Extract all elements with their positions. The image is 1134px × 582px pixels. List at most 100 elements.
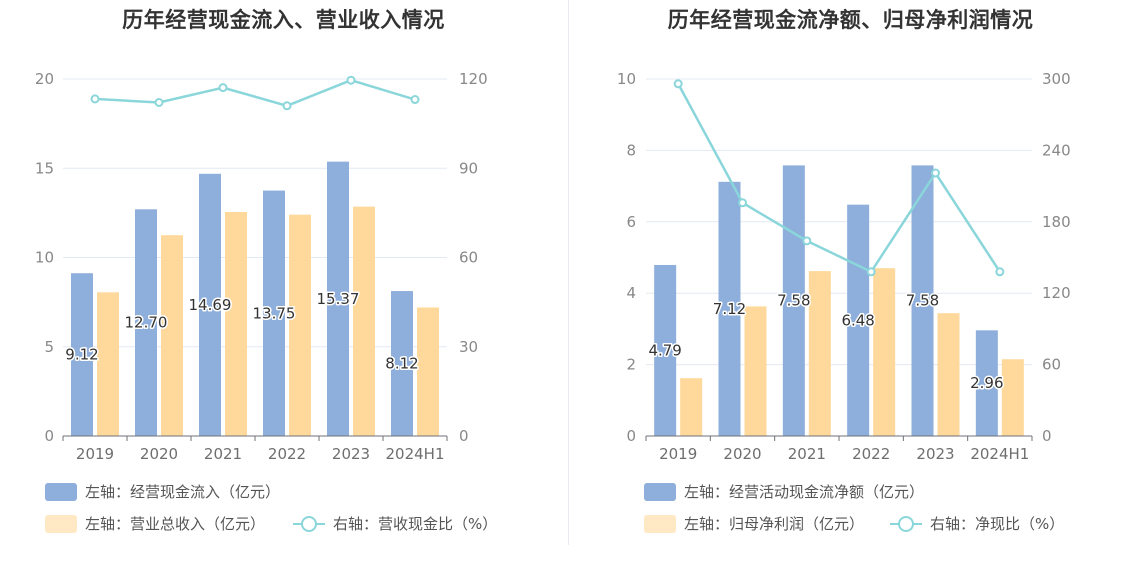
x-tick-label: 2022: [852, 445, 890, 463]
x-tick-label: 2020: [723, 445, 761, 463]
chart-plot-cash-inflow: 0 0 5 30 10 60 15 90 20 120 2019 2020 2021 2022 2023 20…: [35, 70, 488, 463]
data-label: 9.12: [65, 346, 98, 364]
x-tick-label: 2019: [76, 445, 114, 463]
bar-series-2: [161, 235, 183, 436]
legend-item-cash-inflow[interactable]: 左轴：经营现金流入（亿元）: [45, 481, 280, 502]
legend-line-icon: [293, 515, 325, 533]
y-left-tick-label: 5: [44, 338, 54, 356]
bar-series-1: [135, 209, 157, 436]
legend-item-net-cash-ratio[interactable]: 右轴：净现比（%）: [890, 513, 1064, 534]
line-point: [802, 236, 812, 246]
y-left-tick-label: 4: [626, 284, 636, 302]
legend-label: 左轴：经营活动现金流净额（亿元）: [684, 483, 925, 501]
y-left-tick-label: 20: [35, 70, 54, 88]
y-right-tick-label: 30: [459, 338, 478, 356]
legend-item-net-operating-cash[interactable]: 左轴：经营活动现金流净额（亿元）: [644, 481, 924, 502]
y-left-tick-label: 2: [626, 356, 636, 374]
line-point: [673, 79, 683, 89]
x-tick-label: 2021: [204, 445, 242, 463]
bar-series-1: [975, 330, 998, 436]
y-left-tick-label: 6: [626, 213, 636, 231]
legend-item-revenue-cash-ratio[interactable]: 右轴：营收现金比（%）: [293, 513, 497, 534]
x-tick-label: 2020: [140, 445, 178, 463]
bar-series-2: [937, 313, 960, 436]
bar-series-2: [873, 268, 896, 436]
bar-series-2: [225, 211, 247, 436]
bar-series-2: [289, 214, 311, 436]
y-right-tick-label: 60: [459, 249, 478, 267]
bar-series-2: [808, 271, 831, 436]
y-left-tick-label: 0: [626, 427, 636, 445]
legend-label: 左轴：经营现金流入（亿元）: [85, 483, 281, 501]
y-left-tick-label: 10: [617, 70, 636, 88]
y-left-tick-label: 0: [44, 427, 54, 445]
chart-title: 历年经营现金流入、营业收入情况: [122, 8, 445, 32]
bar-series-1: [327, 161, 349, 436]
bar-series-2: [353, 206, 375, 436]
y-right-tick-label: 120: [459, 70, 488, 88]
line-series: [677, 83, 1001, 274]
legend-label: 左轴：营业总收入（亿元）: [85, 515, 266, 533]
bar-series-1: [782, 165, 805, 437]
legend-label: 右轴：营收现金比（%）: [333, 515, 498, 533]
data-label: 7.58: [906, 292, 939, 310]
x-tick-label: 2023: [916, 445, 954, 463]
legend-item-revenue[interactable]: 左轴：营业总收入（亿元）: [45, 513, 265, 534]
data-label: 6.48: [841, 311, 874, 329]
bar-series-2: [1001, 359, 1024, 436]
bar-series-1: [718, 181, 741, 436]
x-tick-label: 2021: [788, 445, 826, 463]
line-point: [931, 168, 940, 178]
legend-swatch-blue: [45, 482, 77, 501]
y-right-tick-label: 300: [1042, 70, 1071, 88]
line-series: [94, 78, 416, 108]
x-tick-label: 2019: [659, 445, 697, 463]
chart-panel-cash-inflow: 历年经营现金流入、营业收入情况 0 0 5 30 10 60 15 90 20 120 2019 20…: [35, 8, 497, 534]
bar-series-1: [71, 273, 93, 436]
legend-item-net-profit[interactable]: 左轴：归母净利润（亿元）: [644, 513, 864, 534]
bar-series-2: [680, 378, 703, 436]
data-label: 15.37: [317, 290, 360, 308]
y-right-tick-label: 180: [1042, 213, 1071, 231]
data-label: 2.96: [970, 374, 1003, 392]
legend-swatch-yellow: [644, 514, 676, 533]
panel-divider: [568, 0, 569, 545]
y-left-tick-label: 10: [35, 249, 54, 267]
legend-line-icon: [890, 515, 922, 533]
bar-series-1: [263, 190, 285, 436]
legend-swatch-yellow: [45, 514, 77, 533]
legend-label: 右轴：净现比（%）: [930, 515, 1065, 533]
line-point: [346, 75, 356, 85]
chart-panel-net-cash: 历年经营现金流净额、归母净利润情况 0 0 2 60 4 120 6 180 8 240 10 300…: [567, 0, 1134, 582]
data-label: 8.12: [385, 355, 418, 373]
x-tick-label: 2024H1: [386, 445, 445, 463]
bar-series-1: [654, 264, 677, 436]
data-label: 12.70: [125, 314, 168, 332]
x-tick-label: 2023: [332, 445, 370, 463]
data-label: 13.75: [253, 304, 296, 322]
bar-series-1: [199, 173, 221, 436]
chart-title: 历年经营现金流净额、归母净利润情况: [667, 8, 1034, 32]
legend-swatch-blue: [644, 482, 676, 501]
data-label: 7.58: [777, 292, 810, 310]
bar-series-2: [417, 307, 439, 436]
legend-label: 左轴：归母净利润（亿元）: [684, 515, 865, 533]
y-right-tick-label: 90: [459, 159, 478, 177]
x-tick-label: 2022: [268, 445, 306, 463]
bar-series-2: [97, 292, 119, 436]
line-point: [90, 94, 100, 104]
line-point: [866, 267, 876, 277]
line-point: [282, 101, 292, 111]
line-point: [738, 198, 747, 208]
y-right-tick-label: 240: [1042, 141, 1071, 159]
y-right-tick-label: 120: [1042, 284, 1071, 302]
y-left-tick-label: 15: [35, 159, 54, 177]
bar-series-1: [391, 291, 413, 436]
data-label: 14.69: [189, 296, 232, 314]
x-tick-label: 2024H1: [970, 445, 1029, 463]
y-left-tick-label: 8: [626, 141, 636, 159]
line-point: [995, 267, 1005, 277]
data-label: 7.12: [713, 300, 746, 318]
line-point: [410, 95, 420, 105]
line-point: [154, 98, 164, 108]
